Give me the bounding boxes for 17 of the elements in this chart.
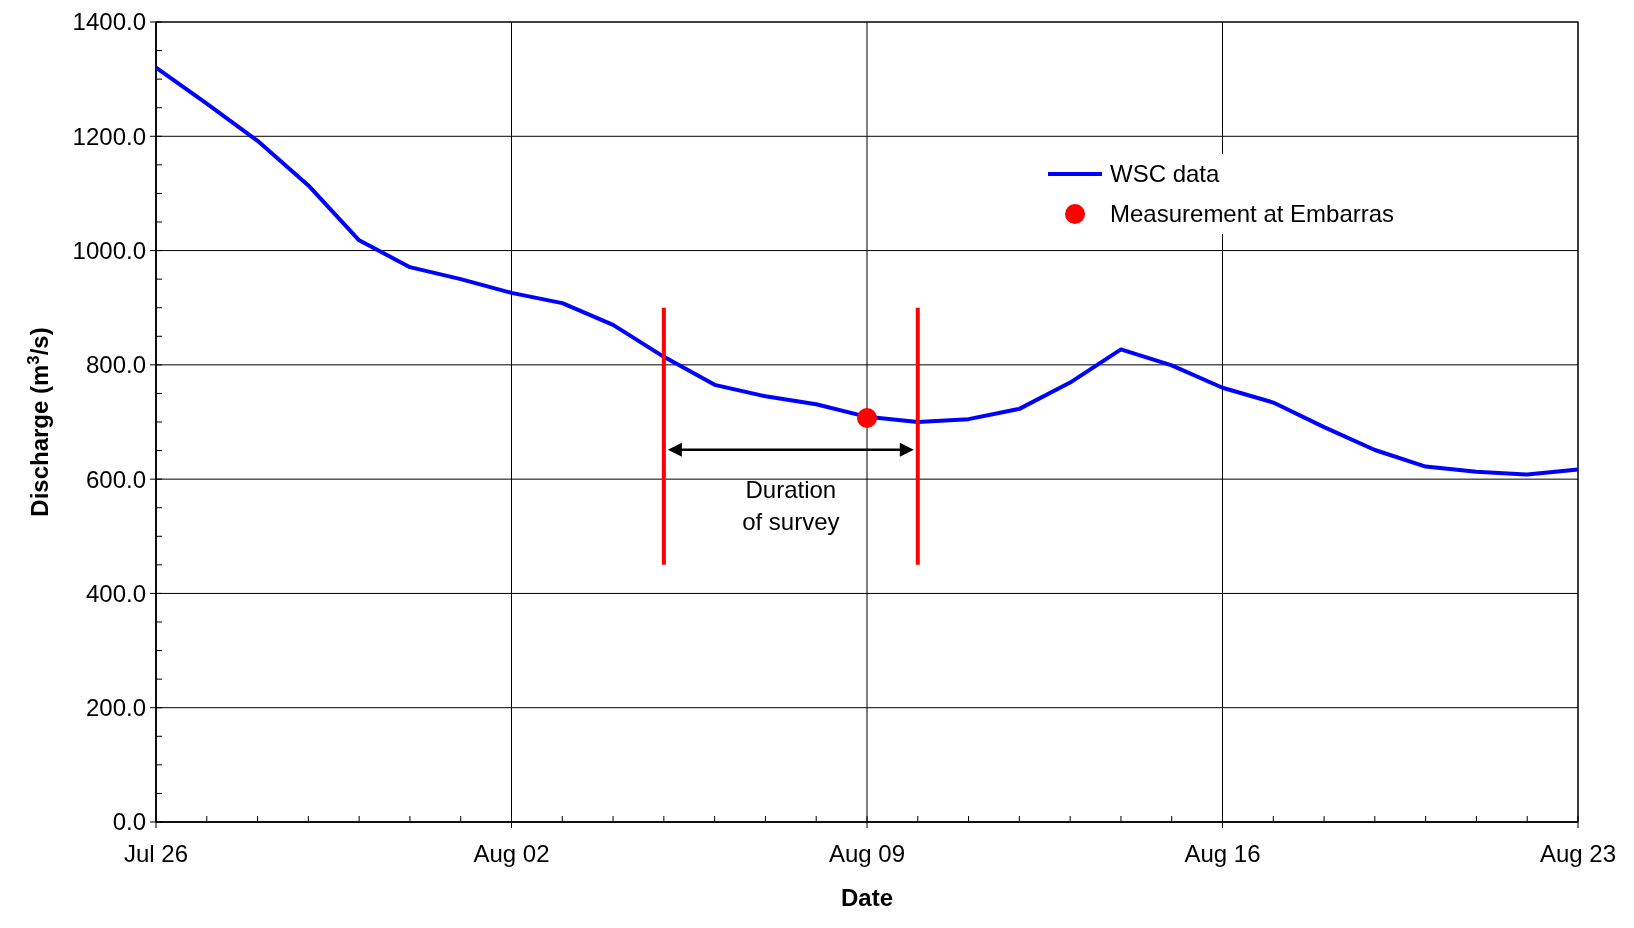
x-tick-label: Aug 09	[828, 840, 906, 867]
y-tick-label: 800.0	[85, 351, 146, 379]
y-tick-label: 400.0	[85, 579, 146, 607]
x-tick-label: Aug 23	[1539, 840, 1617, 867]
y-tick-label: 600.0	[85, 465, 146, 493]
x-axis-title: Date	[840, 884, 894, 911]
y-tick-label: 200.0	[85, 694, 146, 722]
y-tick-label: 1000.0	[72, 236, 146, 264]
y-tick-label: 0.0	[112, 808, 146, 836]
legend-label: WSC data	[1110, 160, 1221, 188]
annotation: Duration of survey	[742, 475, 840, 535]
y-tick-label: 1200.0	[72, 122, 146, 150]
x-tick-label: Aug 02	[473, 840, 550, 867]
x-tick-label: Aug 16	[1184, 840, 1261, 867]
legend-label: Measurement at Embarras	[1110, 200, 1395, 228]
y-tick-label: 1400.0	[72, 8, 146, 36]
x-tick-label: Jul 26	[123, 840, 189, 867]
